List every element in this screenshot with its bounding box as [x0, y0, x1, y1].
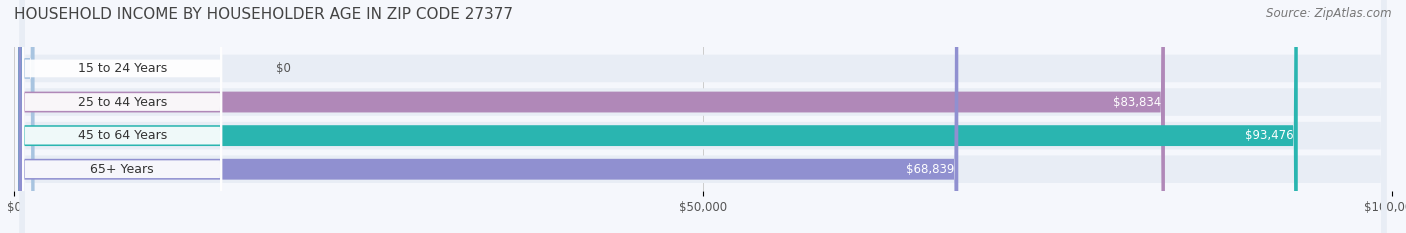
- FancyBboxPatch shape: [22, 0, 222, 233]
- FancyBboxPatch shape: [18, 0, 1298, 233]
- FancyBboxPatch shape: [22, 0, 222, 233]
- Text: $0: $0: [276, 62, 291, 75]
- Text: 45 to 64 Years: 45 to 64 Years: [77, 129, 167, 142]
- FancyBboxPatch shape: [20, 0, 1386, 233]
- FancyBboxPatch shape: [22, 0, 222, 233]
- FancyBboxPatch shape: [18, 0, 35, 233]
- FancyBboxPatch shape: [18, 0, 959, 233]
- FancyBboxPatch shape: [20, 0, 1386, 233]
- Text: 25 to 44 Years: 25 to 44 Years: [77, 96, 167, 109]
- Text: $83,834: $83,834: [1112, 96, 1161, 109]
- Text: Source: ZipAtlas.com: Source: ZipAtlas.com: [1267, 7, 1392, 20]
- Text: $93,476: $93,476: [1246, 129, 1294, 142]
- FancyBboxPatch shape: [20, 0, 1386, 233]
- Text: HOUSEHOLD INCOME BY HOUSEHOLDER AGE IN ZIP CODE 27377: HOUSEHOLD INCOME BY HOUSEHOLDER AGE IN Z…: [14, 7, 513, 22]
- FancyBboxPatch shape: [18, 0, 1166, 233]
- FancyBboxPatch shape: [20, 0, 1386, 233]
- FancyBboxPatch shape: [22, 0, 222, 233]
- Text: 15 to 24 Years: 15 to 24 Years: [77, 62, 167, 75]
- Text: 65+ Years: 65+ Years: [90, 163, 155, 176]
- Text: $68,839: $68,839: [905, 163, 955, 176]
